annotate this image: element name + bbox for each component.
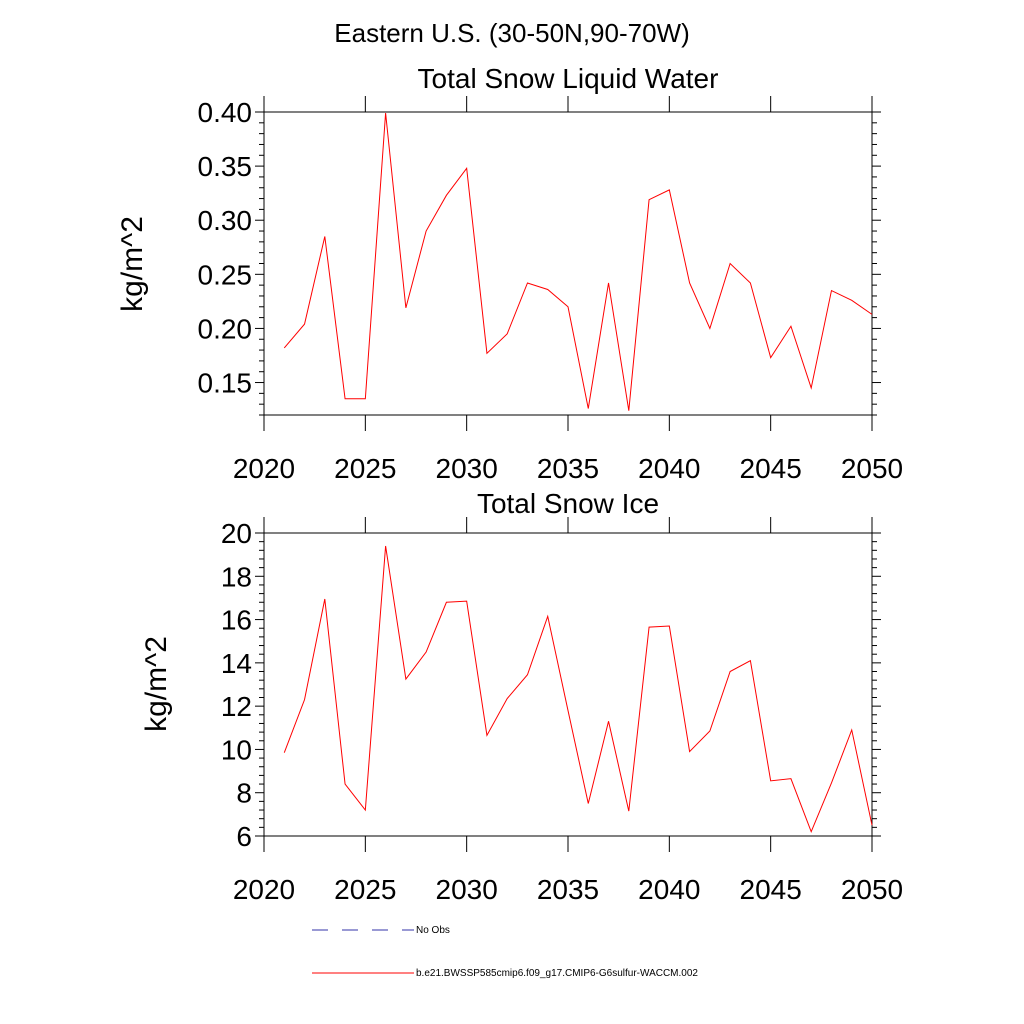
x-tick-label: 2020 xyxy=(233,453,295,484)
y-tick-label: 18 xyxy=(221,561,252,592)
x-tick-label: 2035 xyxy=(537,874,599,905)
x-tick-label: 2025 xyxy=(334,453,396,484)
legend-label-model: b.e21.BWSSP585cmip6.f09_g17.CMIP6-G6sulf… xyxy=(416,968,698,979)
plot-frame xyxy=(263,111,873,416)
y-tick-label: 10 xyxy=(221,734,252,765)
x-tick-label: 2045 xyxy=(740,453,802,484)
y-tick-label: 0.25 xyxy=(198,259,253,290)
y-tick-label: 0.20 xyxy=(198,313,253,344)
y-tick-label: 8 xyxy=(236,778,252,809)
x-tick-label: 2025 xyxy=(334,874,396,905)
series-line xyxy=(283,545,873,834)
y-axis-label: kg/m^2 xyxy=(140,636,173,732)
y-tick-label: 20 xyxy=(221,518,252,549)
panel-title: Total Snow Ice xyxy=(477,488,659,519)
y-tick-label: 12 xyxy=(221,691,252,722)
x-tick-label: 2030 xyxy=(436,453,498,484)
x-tick-label: 2020 xyxy=(233,874,295,905)
figure-suptitle: Eastern U.S. (30-50N,90-70W) xyxy=(334,18,689,48)
x-tick-label: 2030 xyxy=(436,874,498,905)
y-tick-label: 0.40 xyxy=(198,97,253,128)
x-tick-label: 2050 xyxy=(841,453,903,484)
panel-title: Total Snow Liquid Water xyxy=(418,63,719,94)
y-tick-label: 0.15 xyxy=(198,368,253,399)
x-tick-label: 2045 xyxy=(740,874,802,905)
plot-frame xyxy=(263,532,873,837)
legend: No Obs b.e21.BWSSP585cmip6.f09_g17.CMIP6… xyxy=(312,925,698,979)
legend-label-no-obs: No Obs xyxy=(416,925,450,936)
y-tick-label: 0.35 xyxy=(198,151,253,182)
x-tick-label: 2050 xyxy=(841,874,903,905)
series-line xyxy=(283,113,873,411)
y-tick-label: 16 xyxy=(221,605,252,636)
panel-snow-ice: Total Snow Ice kg/m^2 2020 2025 2030 2035 20… xyxy=(140,488,903,905)
y-tick-label: 0.30 xyxy=(198,205,253,236)
y-axis-label: kg/m^2 xyxy=(116,216,149,312)
y-tick-label: 14 xyxy=(221,648,252,679)
x-tick-label: 2035 xyxy=(537,453,599,484)
x-tick-label: 2040 xyxy=(638,874,700,905)
x-tick-label: 2040 xyxy=(638,453,700,484)
panel-snow-liquid-water: Total Snow Liquid Water kg/m^2 2020 2025 2… xyxy=(116,63,903,484)
y-tick-label: 6 xyxy=(236,821,252,852)
